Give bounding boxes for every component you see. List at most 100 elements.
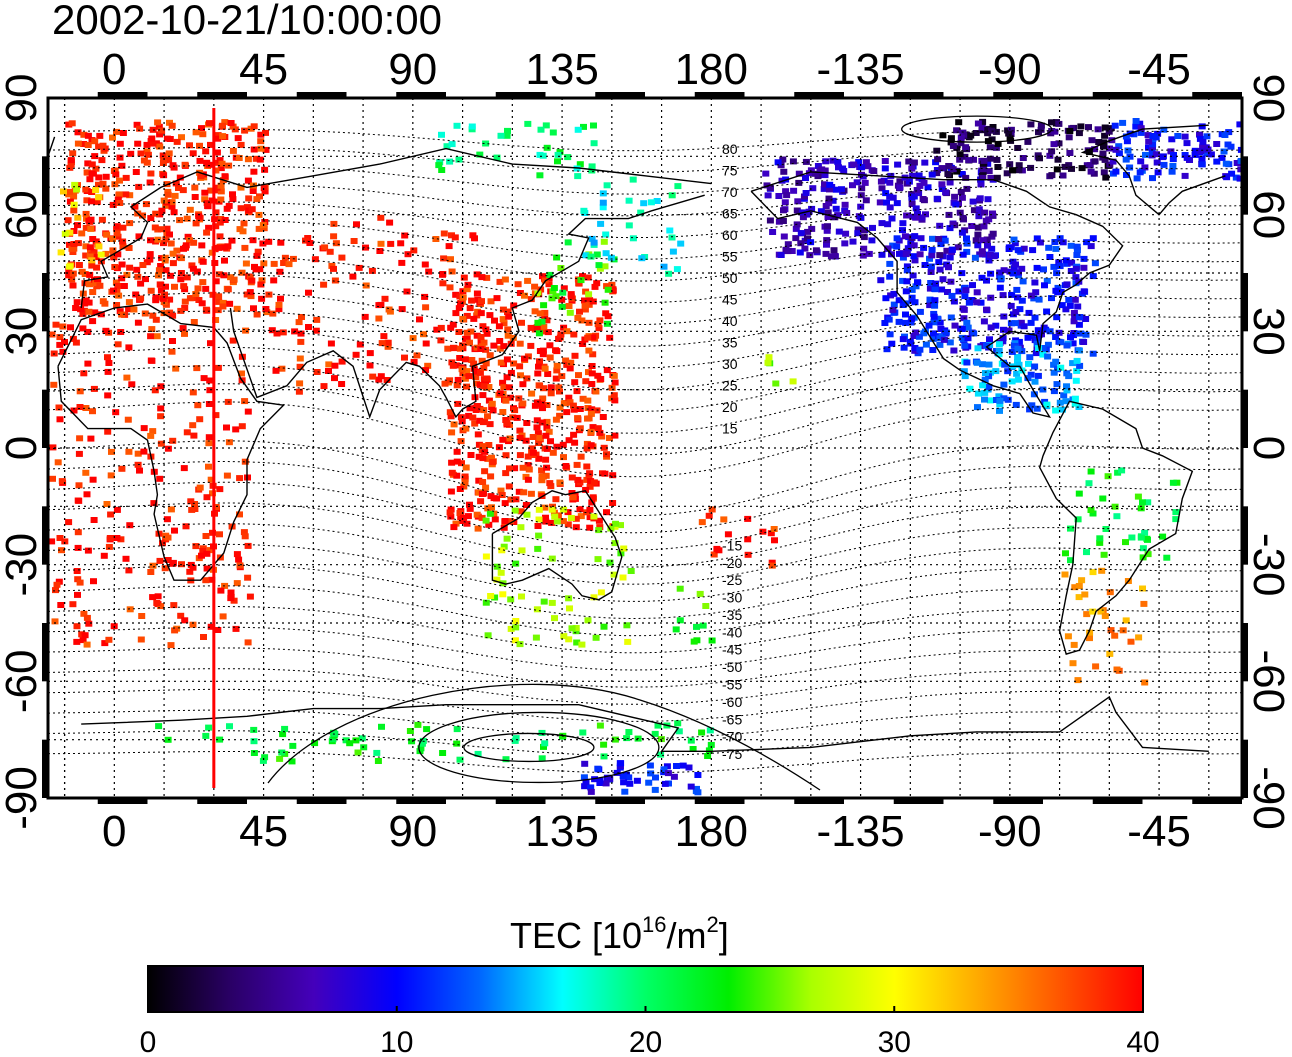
tec-cell bbox=[500, 320, 508, 327]
tec-cell bbox=[568, 474, 576, 481]
tec-cell bbox=[553, 367, 561, 374]
tec-cell bbox=[581, 302, 589, 309]
tec-cell bbox=[88, 189, 96, 195]
tec-cell bbox=[1133, 175, 1141, 182]
tec-cell bbox=[500, 524, 508, 531]
tec-cell bbox=[202, 577, 210, 584]
tec-cell bbox=[1063, 281, 1071, 288]
tec-cell bbox=[540, 385, 548, 392]
tec-cell bbox=[446, 158, 454, 165]
tec-cell bbox=[473, 271, 481, 278]
tec-cell bbox=[285, 261, 293, 268]
tec-cell bbox=[980, 223, 988, 230]
tec-cell bbox=[281, 254, 289, 261]
tec-cell bbox=[693, 623, 700, 630]
tec-cell bbox=[611, 432, 619, 439]
tec-cell bbox=[933, 170, 941, 177]
tec-cell bbox=[74, 129, 82, 136]
tec-cell bbox=[610, 392, 618, 399]
tec-cell bbox=[913, 187, 921, 193]
tec-cell bbox=[201, 196, 209, 203]
tec-cell bbox=[462, 464, 470, 471]
tec-cell bbox=[566, 309, 574, 316]
tec-cell bbox=[537, 126, 545, 133]
tec-cell bbox=[127, 150, 135, 157]
tec-cell bbox=[895, 318, 903, 325]
tec-cell bbox=[790, 187, 798, 194]
tec-cell bbox=[217, 182, 225, 189]
tec-cell bbox=[488, 454, 495, 461]
tec-cell bbox=[265, 291, 273, 298]
tec-cell bbox=[983, 236, 991, 243]
tec-cell bbox=[119, 130, 127, 136]
tec-cell bbox=[978, 124, 986, 131]
tec-cell bbox=[624, 638, 632, 645]
tec-cell bbox=[488, 404, 496, 410]
tec-cell bbox=[889, 242, 897, 249]
tec-cell bbox=[621, 788, 629, 795]
tec-cell bbox=[81, 300, 89, 307]
tec-cell bbox=[250, 146, 258, 153]
tec-cell bbox=[221, 244, 229, 251]
mlat-label: 65 bbox=[722, 206, 738, 222]
tec-cell bbox=[499, 379, 507, 386]
tec-cell bbox=[1073, 252, 1081, 258]
tec-cell bbox=[606, 334, 614, 341]
mlat-label: 55 bbox=[722, 249, 738, 265]
tec-cell bbox=[1137, 125, 1145, 132]
tec-cell bbox=[831, 253, 839, 259]
tec-cell bbox=[594, 556, 602, 563]
frame-tick-top bbox=[694, 92, 745, 98]
tec-cell bbox=[1135, 634, 1143, 641]
tec-cell bbox=[215, 293, 223, 300]
tec-cell bbox=[537, 286, 545, 293]
mlat-label: -70 bbox=[722, 729, 742, 745]
tec-cell bbox=[206, 377, 214, 384]
tec-cell bbox=[928, 171, 936, 178]
tec-region-pacific-south bbox=[698, 506, 778, 569]
mlat-label: -55 bbox=[722, 677, 742, 693]
tec-cell bbox=[68, 276, 76, 283]
tec-cell bbox=[1237, 158, 1242, 164]
tec-cell bbox=[471, 235, 478, 242]
tec-cell bbox=[375, 302, 383, 309]
tec-cell bbox=[1048, 119, 1055, 126]
tec-cell bbox=[961, 373, 969, 380]
tec-cell bbox=[457, 438, 465, 445]
tec-cell bbox=[579, 341, 587, 347]
tec-cell bbox=[647, 770, 655, 777]
tec-cell bbox=[123, 271, 131, 278]
tec-cell bbox=[581, 783, 589, 790]
tec-cell bbox=[1163, 554, 1171, 561]
tec-cell bbox=[521, 292, 528, 299]
tec-cell bbox=[74, 576, 82, 583]
tec-cell bbox=[114, 251, 122, 258]
tec-cell bbox=[1031, 363, 1039, 370]
tec-cell bbox=[968, 223, 976, 229]
tec-cell bbox=[480, 419, 487, 426]
tec-cell bbox=[107, 511, 115, 518]
tec-cell bbox=[889, 306, 897, 313]
tec-cell bbox=[218, 160, 226, 167]
tec-cell bbox=[534, 370, 542, 377]
tec-cell bbox=[665, 270, 673, 277]
tec-cell bbox=[912, 329, 920, 336]
tec-cell bbox=[421, 261, 429, 268]
frame-tick-left bbox=[42, 389, 48, 448]
tec-cell bbox=[1114, 469, 1122, 476]
tec-cell bbox=[227, 589, 235, 596]
lon-tick-label: 135 bbox=[525, 807, 598, 856]
tec-cell bbox=[54, 459, 62, 466]
tec-cell bbox=[1075, 404, 1083, 410]
tec-cell bbox=[596, 265, 604, 272]
tec-cell bbox=[970, 330, 978, 337]
tec-cell bbox=[586, 297, 594, 304]
tec-cell bbox=[202, 148, 210, 155]
tec-cell bbox=[198, 125, 205, 132]
mlat-contour bbox=[48, 523, 1242, 585]
tec-cell bbox=[80, 307, 88, 314]
tec-cell bbox=[216, 219, 224, 226]
tec-cell bbox=[590, 140, 598, 147]
tec-cell bbox=[278, 365, 286, 372]
tec-cell bbox=[463, 312, 471, 319]
